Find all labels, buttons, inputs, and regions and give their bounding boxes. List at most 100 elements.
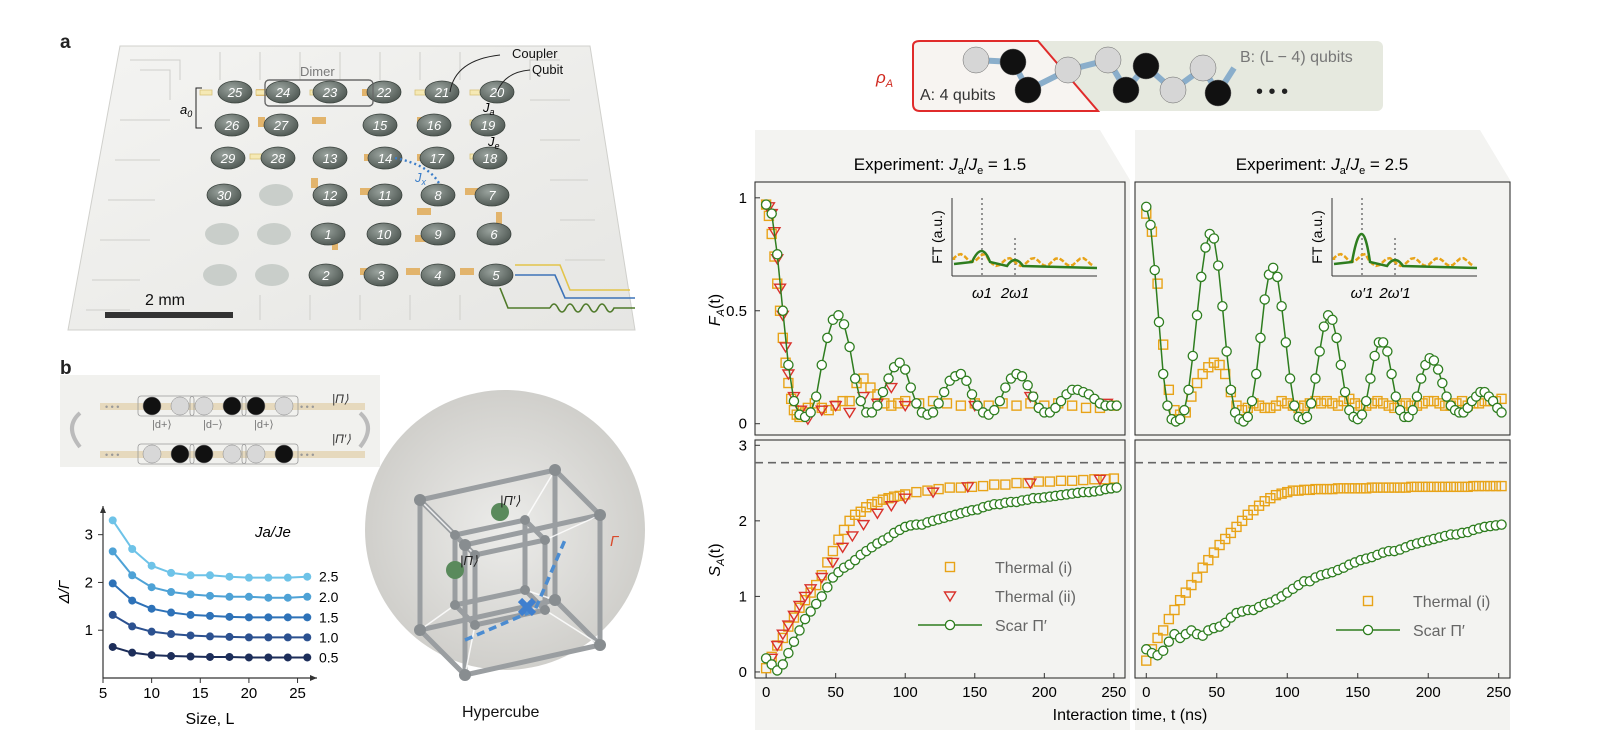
- data-point: [1377, 398, 1389, 409]
- data-point: [1407, 404, 1418, 416]
- y-tick-label: 1: [739, 190, 747, 207]
- data-point: [283, 593, 292, 602]
- spin-site: [1054, 56, 1082, 84]
- x-tick-label: 250: [1101, 684, 1126, 701]
- series-label: 2.5: [319, 569, 339, 585]
- data-point: [855, 395, 866, 407]
- chart-c-fidelity: 00.51: [726, 181, 1126, 436]
- data-point: [1321, 395, 1332, 407]
- qubit-22: 22: [366, 80, 402, 104]
- data-point: [1428, 395, 1440, 407]
- data-point: [167, 568, 176, 577]
- data-point: [1208, 357, 1220, 368]
- spin-chain: [962, 46, 1237, 107]
- chart-d-fidelity: [1134, 181, 1511, 436]
- data-point: [128, 596, 137, 605]
- data-point: [1479, 480, 1490, 492]
- qubit-3: 3: [363, 263, 399, 287]
- data-point: [1318, 321, 1330, 332]
- qubit-number: 11: [378, 188, 392, 203]
- data-point: [815, 572, 829, 584]
- data-point: [1298, 484, 1310, 496]
- x-tick-label: 0: [1142, 684, 1150, 701]
- data-point: [128, 648, 137, 657]
- data-point: [1344, 483, 1355, 494]
- x-tick-label: 200: [1416, 684, 1441, 701]
- data-point: [1365, 373, 1376, 384]
- data-point: [933, 398, 944, 409]
- data-point: [186, 631, 195, 640]
- data-point: [1259, 294, 1270, 305]
- data-point: [206, 632, 214, 641]
- data-point: [108, 579, 117, 588]
- data-point: [108, 642, 117, 651]
- qubit-number: 1: [324, 227, 331, 242]
- qubit-14: 14: [367, 146, 403, 170]
- x-tick-label: 15: [192, 685, 209, 702]
- panel-letter-a: a: [60, 32, 71, 53]
- data-point: [1362, 595, 1374, 607]
- data-point: [1050, 402, 1061, 414]
- panel-letter-b: b: [60, 358, 72, 379]
- data-point: [1141, 655, 1152, 666]
- data-point: [856, 519, 871, 531]
- data-point: [225, 652, 234, 661]
- data-point: [1437, 377, 1448, 389]
- data-point: [1394, 482, 1406, 493]
- qubit-6: 6: [476, 222, 512, 246]
- data-point: [1225, 527, 1237, 539]
- fourier-inset: FT (a.u.) ω1 2ω1: [929, 198, 1098, 302]
- qubit-number: 9: [434, 227, 441, 242]
- data-point: [1451, 481, 1462, 493]
- data-point: [1468, 480, 1479, 492]
- qubit-number: 16: [427, 118, 442, 133]
- legend-label: Thermal (ii): [995, 589, 1076, 606]
- data-point: [1485, 480, 1496, 492]
- data-point: [1080, 402, 1092, 414]
- spin-site: [1204, 79, 1232, 107]
- data-point: [1338, 483, 1349, 494]
- data-point: [244, 633, 253, 642]
- data-point: [1362, 624, 1374, 636]
- state-pi-label: |Π⟩: [332, 392, 349, 406]
- data-point: [1152, 278, 1163, 289]
- qubit-9: 9: [420, 222, 456, 246]
- data-point: [1462, 481, 1473, 493]
- data-point: [1331, 332, 1342, 344]
- data-point: [961, 375, 972, 387]
- data-point: [1434, 398, 1445, 409]
- qubit-number: 6: [490, 227, 498, 242]
- data-point: [1339, 386, 1351, 398]
- data-point: [1157, 339, 1169, 350]
- inset-ylabel: FT (a.u.): [1309, 210, 1325, 263]
- data-point: [989, 479, 1000, 490]
- data-point: [1496, 480, 1507, 492]
- x-tick-label: 200: [1032, 684, 1057, 701]
- qubit-number: 29: [220, 151, 235, 166]
- data-point: [877, 494, 889, 505]
- x-tick-label: 150: [1345, 684, 1370, 701]
- cube-pi-label: |Π⟩: [460, 553, 478, 568]
- qubit-number: 28: [270, 151, 286, 166]
- scale-bar: [105, 312, 233, 318]
- qubit-25: 25: [217, 80, 253, 104]
- data-point: [108, 610, 117, 619]
- legend-item: Thermal (ii): [943, 589, 1076, 606]
- data-point: [1411, 391, 1423, 402]
- inset-tick: ω′1: [1351, 285, 1374, 302]
- qubit-15: 15: [362, 113, 398, 137]
- data-point: [788, 636, 800, 647]
- qubit-1: 1: [310, 222, 346, 246]
- data-point: [147, 627, 156, 636]
- qubit-21: 21: [424, 80, 460, 104]
- sphere: [365, 390, 645, 670]
- data-point: [842, 407, 857, 419]
- je-label: Je: [487, 134, 500, 151]
- scale-bar-label: 2 mm: [145, 292, 185, 309]
- data-point: [1406, 481, 1417, 493]
- data-point: [206, 652, 214, 661]
- data-point: [1377, 337, 1389, 348]
- data-point: [1208, 547, 1220, 558]
- data-point: [1445, 481, 1456, 493]
